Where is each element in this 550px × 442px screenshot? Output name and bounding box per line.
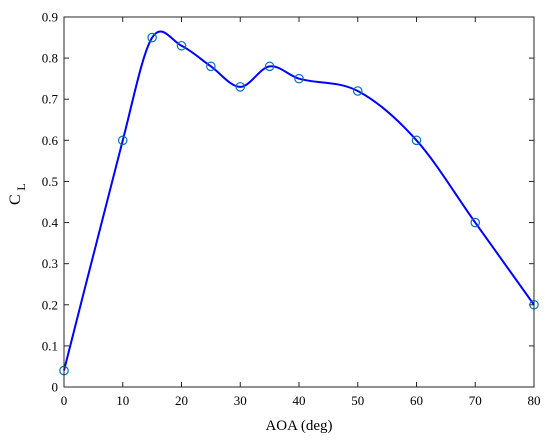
data-point-marker [411, 135, 422, 146]
data-point-marker [147, 32, 157, 43]
y-tick-label: 0.6 [42, 133, 59, 148]
data-point-marker [235, 82, 246, 92]
x-tick-label: 60 [410, 393, 423, 408]
plot-frame [63, 16, 535, 388]
y-tick-label: 0.2 [42, 297, 58, 312]
y-tick-label: 0.9 [42, 10, 58, 25]
data-point-marker [352, 86, 363, 96]
y-tick-label: 0.7 [42, 92, 59, 107]
tick-labels: 0 10 20 30 40 50 60 70 80 0 0.1 0.2 0.3 0.4 0.5 0.6 0.7 0… [42, 10, 541, 409]
x-axis-title: AOA (deg) [265, 418, 332, 434]
data-point-marker [176, 40, 187, 51]
x-tick-label: 20 [175, 393, 188, 408]
series-line [63, 30, 535, 371]
x-tick-label: 40 [293, 393, 306, 408]
y-tick-label: 0.8 [42, 51, 58, 66]
x-tick-label: 10 [116, 393, 129, 408]
x-tick-label: 0 [61, 393, 68, 408]
y-tick-label: 0.4 [42, 215, 59, 230]
y-axis-title-subscript: L [14, 183, 28, 190]
y-tick-label: 0.5 [42, 174, 58, 189]
data-point-marker [117, 135, 128, 146]
x-tick-label: 50 [351, 393, 364, 408]
y-tick-label: 0.3 [42, 256, 58, 271]
y-axis-title-main: C [7, 194, 24, 205]
x-tick-label: 30 [234, 393, 247, 408]
x-tick-label: 70 [469, 393, 482, 408]
y-tick-label: 0.1 [42, 338, 58, 353]
plot-background [64, 17, 534, 387]
data-point-marker [470, 217, 481, 228]
y-tick-label: 0 [52, 380, 59, 395]
x-tick-label: 80 [528, 393, 541, 408]
y-axis-title: C L [7, 183, 28, 205]
data-point-marker [294, 73, 304, 84]
data-point-marker [206, 61, 216, 72]
data-point-marker [264, 61, 275, 72]
